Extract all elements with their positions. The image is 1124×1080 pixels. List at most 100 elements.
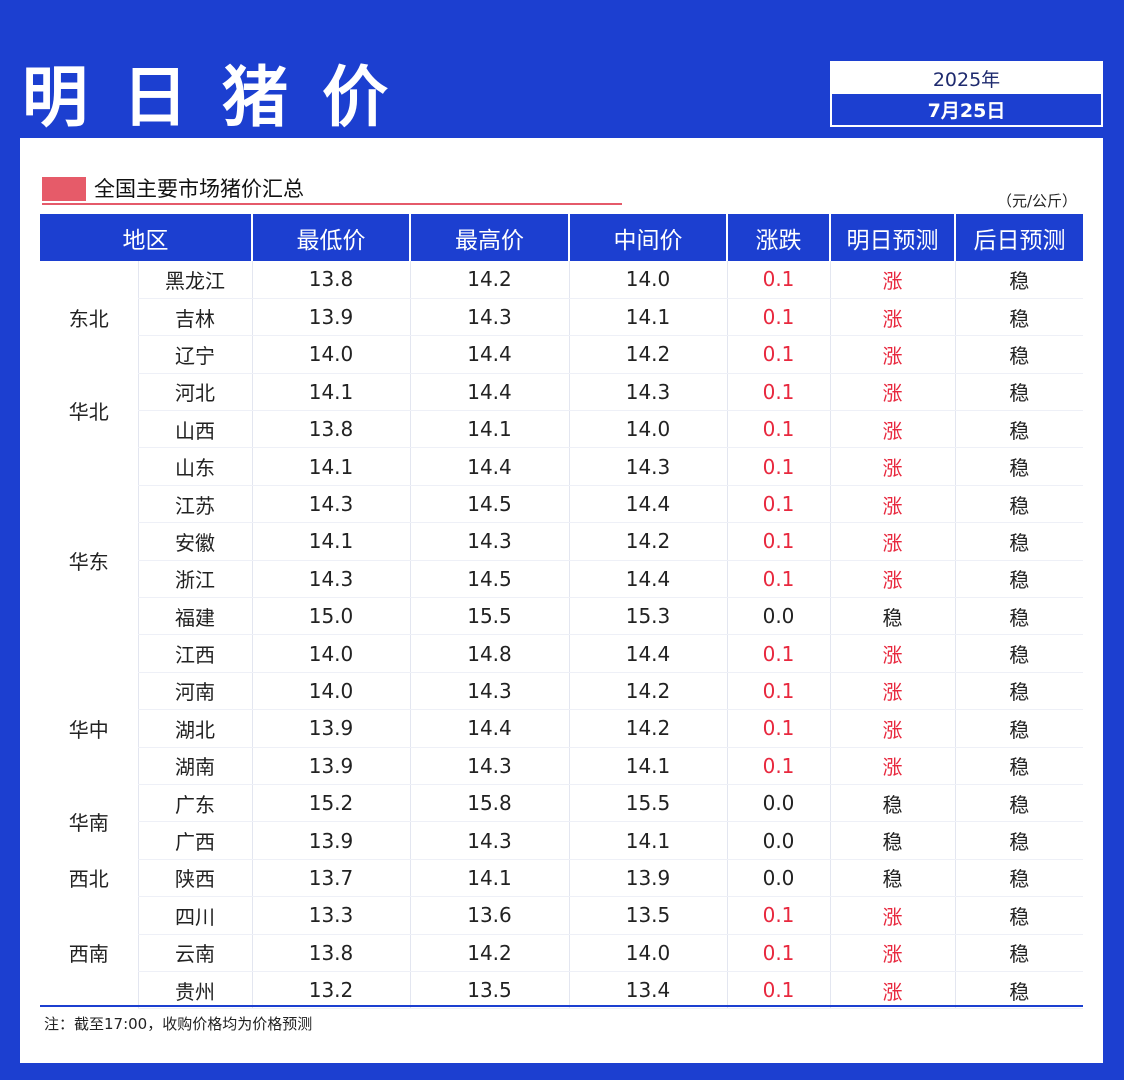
table-row: 西北 陕西 13.7 14.1 13.9 0.0 稳稳: [40, 859, 1083, 898]
unit-label: （元/公斤）: [996, 192, 1077, 210]
mid-price-cell: 14.2: [568, 522, 727, 561]
high-price-cell: 14.1: [409, 859, 569, 898]
province-cell: 山西: [137, 410, 252, 449]
mid-price-cell: 14.4: [568, 560, 727, 599]
after-forecast-cell: 稳: [954, 784, 1083, 823]
low-price-cell: 14.0: [251, 634, 410, 673]
footnote: 注：截至17:00，收购价格均为价格预测: [44, 1015, 313, 1033]
col-header-tomorrow: 明日预测: [829, 214, 955, 261]
table-row: 江苏 14.3 14.5 14.4 0.1 涨稳: [40, 485, 1083, 524]
table-row: 吉林 13.9 14.3 14.1 0.1 涨稳: [40, 298, 1083, 337]
change-cell: 0.1: [726, 634, 830, 673]
table-row: 华中 河南 14.0 14.3 14.2 0.1 涨稳: [40, 672, 1083, 742]
table-row: 东北 黑龙江 13.8 14.2 14.0 0.1 涨稳: [40, 261, 1083, 331]
mid-price-cell: 14.4: [568, 634, 727, 673]
change-cell: 0.1: [726, 298, 830, 337]
tomorrow-forecast-cell: 涨: [829, 747, 955, 785]
province-cell: 江西: [137, 634, 252, 673]
high-price-cell: 14.4: [409, 335, 569, 374]
mid-price-cell: 14.2: [568, 672, 727, 711]
price-card: 全国主要市场猪价汇总 （元/公斤） 地区 最低价 最高价 中间价 涨跌 明日预测…: [20, 138, 1103, 1063]
after-forecast-cell: 稳: [954, 560, 1083, 599]
table-header-row: 地区 最低价 最高价 中间价 涨跌 明日预测 后日预测: [40, 214, 1083, 261]
low-price-cell: 13.9: [251, 747, 410, 785]
change-cell: 0.1: [726, 896, 830, 935]
col-header-region: 地区: [40, 214, 252, 261]
col-header-mid: 中间价: [568, 214, 727, 261]
change-cell: 0.1: [726, 373, 830, 412]
after-forecast-cell: 稳: [954, 522, 1083, 561]
mid-price-cell: 13.4: [568, 971, 727, 1010]
mid-price-cell: 14.0: [568, 934, 727, 972]
table-row: 华东 山东 14.1 14.4 14.3 0.1 涨稳: [40, 447, 1083, 574]
tomorrow-forecast-cell: 涨: [829, 709, 955, 748]
province-cell: 河南: [137, 672, 252, 711]
province-cell: 山东: [137, 447, 252, 486]
province-cell: 浙江: [137, 560, 252, 599]
col-header-low: 最低价: [251, 214, 410, 261]
low-price-cell: 13.7: [251, 859, 410, 898]
tomorrow-forecast-cell: 涨: [829, 634, 955, 673]
section-title: 全国主要市场猪价汇总: [94, 177, 304, 201]
change-cell: 0.1: [726, 335, 830, 374]
tomorrow-forecast-cell: 稳: [829, 821, 955, 860]
low-price-cell: 15.0: [251, 597, 410, 636]
table-bottom-rule: [40, 1005, 1083, 1007]
after-forecast-cell: 稳: [954, 859, 1083, 898]
tomorrow-forecast-cell: 涨: [829, 410, 955, 449]
change-cell: 0.0: [726, 859, 830, 898]
province-cell: 湖南: [137, 747, 252, 785]
low-price-cell: 13.3: [251, 896, 410, 935]
region-cell: 东北: [68, 306, 109, 331]
table-row: 山西 13.8 14.1 14.0 0.1 涨稳: [40, 410, 1083, 449]
after-forecast-cell: 稳: [954, 410, 1083, 449]
province-cell: 广东: [137, 784, 252, 823]
date-day: 7月25日: [832, 94, 1101, 125]
after-forecast-cell: 稳: [954, 747, 1083, 785]
tomorrow-forecast-cell: 涨: [829, 335, 955, 374]
mid-price-cell: 14.0: [568, 410, 727, 449]
high-price-cell: 14.2: [409, 934, 569, 972]
change-cell: 0.1: [726, 747, 830, 785]
after-forecast-cell: 稳: [954, 934, 1083, 972]
low-price-cell: 14.0: [251, 672, 410, 711]
after-forecast-cell: 稳: [954, 821, 1083, 860]
high-price-cell: 14.4: [409, 709, 569, 748]
change-cell: 0.1: [726, 560, 830, 599]
low-price-cell: 14.0: [251, 335, 410, 374]
tomorrow-forecast-cell: 涨: [829, 261, 955, 299]
high-price-cell: 14.3: [409, 298, 569, 337]
change-cell: 0.1: [726, 261, 830, 299]
table-row: 华南 广东 15.2 15.8 15.5 0.0 稳稳: [40, 784, 1083, 835]
after-forecast-cell: 稳: [954, 298, 1083, 337]
tomorrow-forecast-cell: 涨: [829, 672, 955, 711]
col-header-change: 涨跌: [726, 214, 830, 261]
table-row: 浙江 14.3 14.5 14.4 0.1 涨稳: [40, 560, 1083, 599]
province-cell: 贵州: [137, 971, 252, 1010]
date-year: 2025年: [832, 63, 1101, 94]
change-cell: 0.1: [726, 485, 830, 524]
high-price-cell: 14.4: [409, 447, 569, 486]
mid-price-cell: 15.5: [568, 784, 727, 823]
page-title: 明日猪价: [22, 59, 422, 136]
high-price-cell: 13.6: [409, 896, 569, 935]
after-forecast-cell: 稳: [954, 261, 1083, 299]
province-cell: 安徽: [137, 522, 252, 561]
table-row: 华北 河北 14.1 14.4 14.3 0.1 涨稳: [40, 373, 1083, 424]
date-box: 2025年 7月25日: [830, 61, 1103, 127]
after-forecast-cell: 稳: [954, 971, 1083, 1010]
low-price-cell: 14.3: [251, 485, 410, 524]
province-cell: 黑龙江: [137, 261, 252, 299]
mid-price-cell: 14.3: [568, 447, 727, 486]
mid-price-cell: 14.3: [568, 373, 727, 412]
province-cell: 广西: [137, 821, 252, 860]
tomorrow-forecast-cell: 涨: [829, 298, 955, 337]
high-price-cell: 13.5: [409, 971, 569, 1010]
table-row: 西南 四川 13.3 13.6 13.5 0.1 涨稳: [40, 896, 1083, 966]
tomorrow-forecast-cell: 稳: [829, 597, 955, 636]
section-marker: [42, 177, 86, 201]
change-cell: 0.0: [726, 784, 830, 823]
after-forecast-cell: 稳: [954, 485, 1083, 524]
high-price-cell: 14.2: [409, 261, 569, 299]
change-cell: 0.1: [726, 709, 830, 748]
